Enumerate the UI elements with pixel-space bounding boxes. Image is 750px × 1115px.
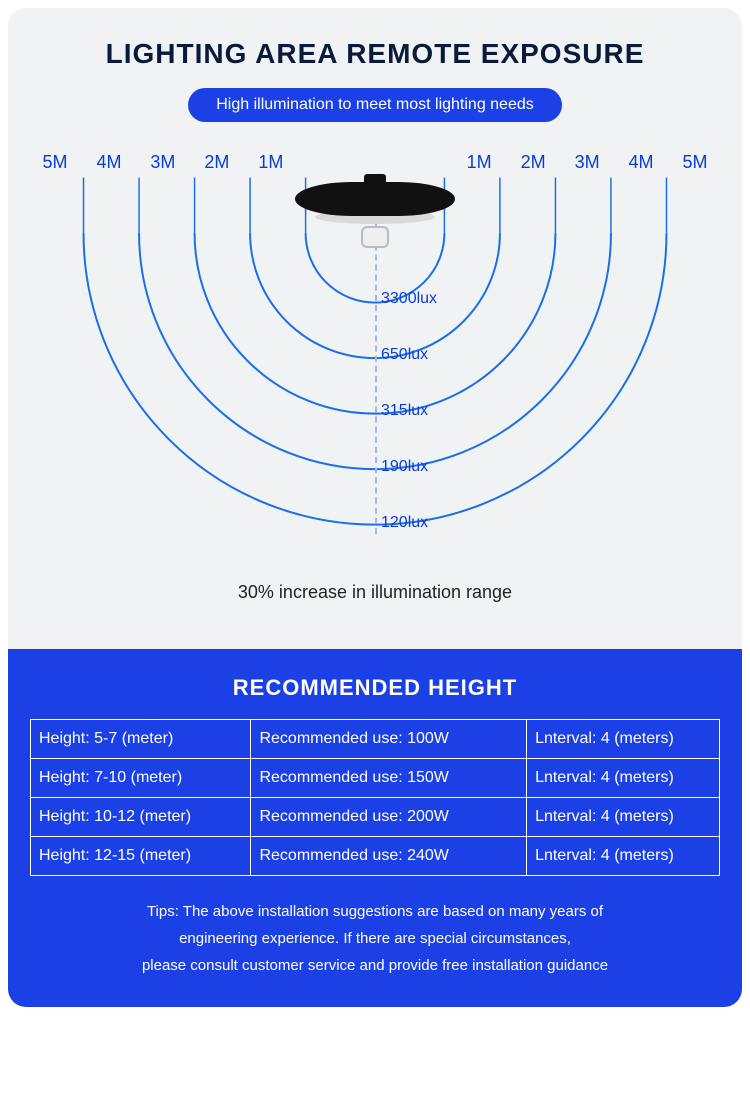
tips-line-3: please consult customer service and prov… bbox=[30, 952, 720, 979]
table-row: Height: 10-12 (meter)Recommended use: 20… bbox=[31, 798, 720, 837]
table-cell-use: Recommended use: 240W bbox=[251, 837, 527, 876]
recommended-section: RECOMMENDED HEIGHT Height: 5-7 (meter)Re… bbox=[8, 649, 742, 1007]
table-row: Height: 7-10 (meter)Recommended use: 150… bbox=[31, 759, 720, 798]
table-cell-interval: Lnterval: 4 (meters) bbox=[527, 759, 720, 798]
diagram-caption: 30% increase in illumination range bbox=[28, 572, 722, 629]
recommended-table: Height: 5-7 (meter)Recommended use: 100W… bbox=[30, 719, 720, 876]
subtitle-pill: High illumination to meet most lighting … bbox=[188, 88, 562, 122]
table-cell-interval: Lnterval: 4 (meters) bbox=[527, 798, 720, 837]
table-cell-height: Height: 12-15 (meter) bbox=[31, 837, 251, 876]
recommended-heading: RECOMMENDED HEIGHT bbox=[30, 675, 720, 701]
infographic-card: LIGHTING AREA REMOTE EXPOSURE High illum… bbox=[8, 8, 742, 1007]
lux-2: 315lux bbox=[381, 402, 428, 420]
main-title: LIGHTING AREA REMOTE EXPOSURE bbox=[28, 38, 722, 70]
table-cell-use: Recommended use: 200W bbox=[251, 798, 527, 837]
lux-4: 120lux bbox=[381, 514, 428, 532]
table-row: Height: 5-7 (meter)Recommended use: 100W… bbox=[31, 720, 720, 759]
lux-0: 3300lux bbox=[381, 290, 437, 308]
upper-section: LIGHTING AREA REMOTE EXPOSURE High illum… bbox=[8, 8, 742, 649]
table-row: Height: 12-15 (meter)Recommended use: 24… bbox=[31, 837, 720, 876]
tips-line-2: engineering experience. If there are spe… bbox=[30, 925, 720, 952]
table-cell-use: Recommended use: 150W bbox=[251, 759, 527, 798]
table-cell-interval: Lnterval: 4 (meters) bbox=[527, 837, 720, 876]
tips-text: Tips: The above installation suggestions… bbox=[30, 898, 720, 979]
table-cell-height: Height: 10-12 (meter) bbox=[31, 798, 251, 837]
lux-3: 190lux bbox=[381, 458, 428, 476]
table-cell-height: Height: 5-7 (meter) bbox=[31, 720, 251, 759]
table-cell-use: Recommended use: 100W bbox=[251, 720, 527, 759]
lux-labels: 3300lux 650lux 315lux 190lux 120lux bbox=[28, 152, 722, 572]
table-cell-height: Height: 7-10 (meter) bbox=[31, 759, 251, 798]
lux-diagram: 5M 4M 3M 2M 1M 1M 2M 3M 4M 5M bbox=[28, 152, 722, 572]
lux-1: 650lux bbox=[381, 346, 428, 364]
table-cell-interval: Lnterval: 4 (meters) bbox=[527, 720, 720, 759]
tips-line-1: Tips: The above installation suggestions… bbox=[30, 898, 720, 925]
